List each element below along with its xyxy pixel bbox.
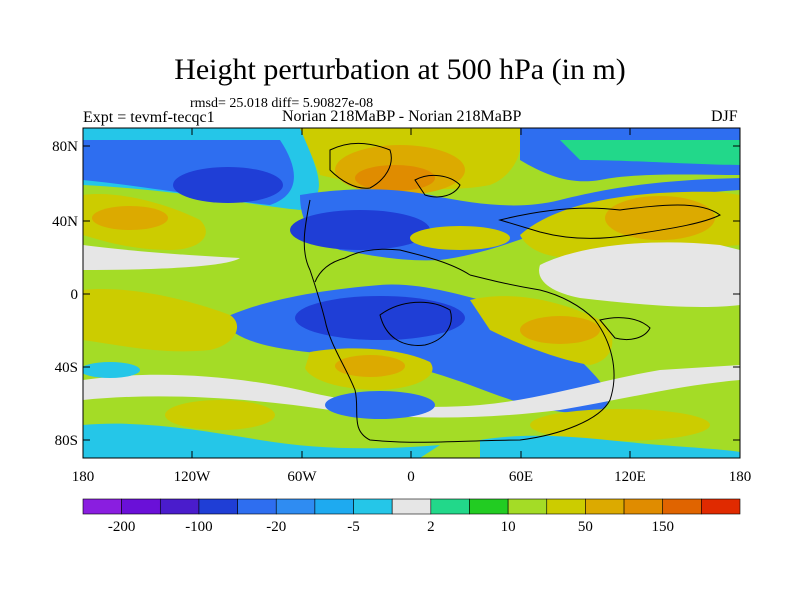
colorbar-swatch bbox=[159, 498, 200, 515]
lon-label-60w: 60W bbox=[287, 469, 317, 485]
colorbar-swatch bbox=[391, 498, 432, 515]
colorbar-swatch bbox=[275, 498, 316, 515]
colorbar-label: -100 bbox=[185, 519, 213, 535]
colorbar-label: -200 bbox=[108, 519, 136, 535]
colorbar-label: 10 bbox=[501, 519, 516, 535]
plot-title: Height perturbation at 500 hPa (in m) bbox=[174, 53, 626, 86]
experiment-label: Expt = tevmf-tecqc1 bbox=[83, 109, 215, 126]
colorbar bbox=[82, 498, 741, 515]
colorbar-swatch bbox=[623, 498, 664, 515]
colorbar-swatch bbox=[507, 498, 548, 515]
colorbar-swatch bbox=[585, 498, 625, 515]
lon-label-180e: 180 bbox=[729, 469, 752, 485]
colorbar-swatch bbox=[198, 498, 238, 515]
stats-line: rmsd= 25.018 diff= 5.90827e-08 bbox=[190, 96, 374, 111]
case-label: Norian 218MaBP - Norian 218MaBP bbox=[282, 108, 522, 125]
colorbar-labels: -200 -100 -20 -5 2 10 50 150 bbox=[108, 519, 674, 535]
lat-label-80n: 80N bbox=[52, 139, 78, 155]
lat-label-0: 0 bbox=[71, 287, 79, 303]
colorbar-label: -5 bbox=[347, 519, 360, 535]
lon-label-120e: 120E bbox=[614, 469, 646, 485]
axis-ticks bbox=[82, 128, 741, 458]
season-label: DJF bbox=[711, 108, 738, 125]
colorbar-label: 50 bbox=[578, 519, 593, 535]
colorbar-label: 2 bbox=[427, 519, 435, 535]
colorbar-swatch bbox=[237, 498, 277, 515]
colorbar-swatch bbox=[82, 498, 122, 515]
colorbar-swatch bbox=[662, 498, 702, 515]
colorbar-swatch bbox=[314, 498, 354, 515]
lon-label-120w: 120W bbox=[174, 469, 212, 485]
colorbar-swatch bbox=[353, 498, 393, 515]
colorbar-swatch bbox=[701, 498, 741, 515]
contour-field bbox=[83, 128, 740, 458]
lat-label-40n: 40N bbox=[52, 214, 78, 230]
lat-label-40s: 40S bbox=[55, 360, 78, 376]
colorbar-label: -20 bbox=[266, 519, 286, 535]
lat-label-80s: 80S bbox=[55, 433, 78, 449]
lon-label-180w: 180 bbox=[72, 469, 95, 485]
colorbar-swatch bbox=[546, 498, 586, 515]
lon-label-60e: 60E bbox=[509, 469, 533, 485]
colorbar-swatch bbox=[121, 498, 161, 515]
colorbar-swatch bbox=[430, 498, 470, 515]
colorbar-swatch bbox=[469, 498, 509, 515]
lon-label-0: 0 bbox=[407, 469, 415, 485]
colorbar-label: 150 bbox=[651, 519, 674, 535]
coastlines bbox=[303, 142, 721, 443]
